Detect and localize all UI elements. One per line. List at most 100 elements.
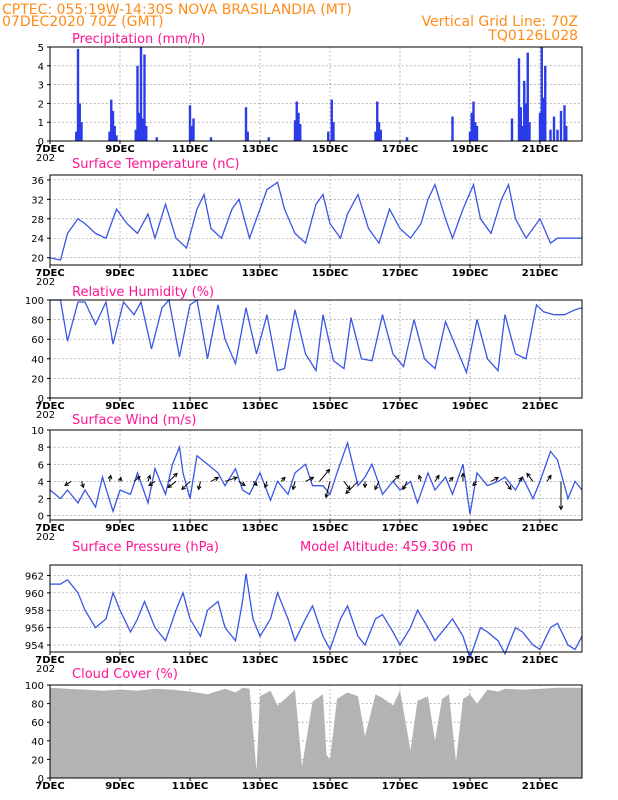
y-tick-label: 958 [25,606,44,617]
y-tick-label: 100 [25,681,44,692]
wind-arrow-head [167,483,173,489]
panel-3: Surface Wind (m/s) 0 2 4 6 8 10 7DEC 9DEC 11DEC 13… [31,413,583,543]
wind-arrow [238,481,246,486]
x-date-label: 11DEC [172,655,208,666]
precip-bar [377,122,381,141]
panel-frame [49,174,583,266]
precip-bar [470,112,473,141]
precip-bar [526,52,529,141]
x-date-label: 11DEC [172,144,208,155]
wind-arrow [167,481,177,488]
precip-bar [332,122,335,141]
header-line1: CPTEC: 055:19W-14:30S NOVA BRASILANDIA (… [2,2,352,18]
series-line [50,573,583,661]
wind-arrow [490,476,499,482]
y-tick-label: 0 [38,394,44,405]
x-date-label: 7DEC [35,781,64,792]
precip-bar [143,54,146,141]
x-date-label: 21DEC [522,523,558,534]
y-tick-label: 24 [31,234,44,245]
x-date-label: 17DEC [382,144,418,155]
wind-arrow [168,473,178,482]
precip-bar [134,129,137,141]
y-tick-label: 20 [31,755,44,766]
x-date-label: 17DEC [382,781,418,792]
wind-arrow-head [345,489,350,495]
panel-title: Precipitation (mm/h) [72,32,205,47]
wind-arrow [148,481,156,486]
wind-arrow [292,481,296,490]
cloud-area [50,687,582,778]
precip-bar [80,122,83,141]
wind-arrow-head [291,485,297,491]
panel-4: Surface Pressure (hPa) 954 956 958 960 962 7DE… [25,540,583,675]
x-date-label: 17DEC [382,268,418,279]
y-tick-label: 954 [25,641,44,652]
x-date-label: 15DEC [312,401,348,412]
precip-bar [267,137,270,141]
x-date-label: 11DEC [172,268,208,279]
panel-title: Surface Pressure (hPa) [72,540,219,555]
precip-bar [405,137,409,141]
y-tick-label: 4 [38,62,44,73]
y-tick-label: 100 [25,296,44,307]
x-date-label: 15DEC [312,268,348,279]
wind-arrow-head [507,485,512,491]
x-date-label: 15DEC [312,781,348,792]
precip-bar [115,135,118,141]
wind-arrow [305,476,314,482]
x-date-label: 19DEC [452,781,488,792]
series-line [49,181,582,261]
precip-bar [297,112,300,141]
wind-arrow-head [526,472,531,478]
wind-arrow [198,481,201,490]
wind-arrow-head [547,474,552,480]
y-tick-label: 40 [31,737,44,748]
wind-arrow [392,475,400,482]
x-date-label: 21DEC [522,655,558,666]
precip-bar [110,99,113,141]
wind-arrow-head [435,474,440,480]
wind-arrow-head [136,475,141,481]
series-line [50,298,583,375]
y-tick-label: 20 [31,254,44,265]
year-label: 202 [36,153,55,164]
precip-bar [111,110,115,141]
x-date-label: 9DEC [105,268,134,279]
panel-frame [49,299,583,399]
year-label: 202 [36,532,55,543]
precip-bar [523,80,526,141]
panel-frame [49,564,583,653]
precip-bar [521,125,524,141]
precip-bar [565,125,568,141]
panel-title: Surface Temperature (nC) [72,157,240,172]
wind-arrow-head [395,474,400,480]
precip-bar [374,131,377,141]
precip-bar [376,101,379,141]
precip-bar [330,99,333,141]
x-date-label: 13DEC [242,781,278,792]
precip-bar [75,131,78,141]
wind-arrow [343,481,351,490]
x-date-label: 15DEC [312,655,348,666]
x-date-label: 13DEC [242,401,278,412]
panel-frame [49,429,583,521]
wind-arrow [325,481,331,498]
y-tick-label: 80 [31,700,44,711]
wind-arrow [109,475,112,482]
wind-arrow-head [233,476,238,481]
wind-arrow-head [449,476,454,482]
x-date-label: 11DEC [172,401,208,412]
x-date-label: 17DEC [382,401,418,412]
wind-arrow-head [324,493,330,499]
precip-bar [468,131,472,141]
wind-arrow [319,469,330,482]
x-date-label: 17DEC [382,523,418,534]
x-date-label: 13DEC [242,268,278,279]
precip-bar [246,131,249,141]
x-date-label: 9DEC [105,523,134,534]
x-date-label: 7DEC [35,268,64,279]
wind-arrow-head [173,472,178,478]
panel-title: Surface Wind (m/s) [72,413,196,428]
